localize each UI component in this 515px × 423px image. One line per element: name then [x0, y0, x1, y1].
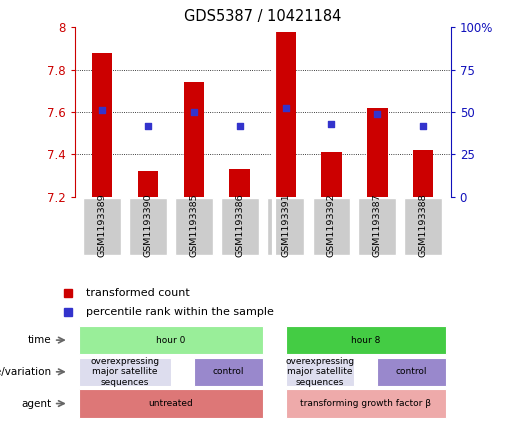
- FancyBboxPatch shape: [286, 357, 354, 386]
- Point: [282, 104, 290, 111]
- Text: transforming growth factor β: transforming growth factor β: [300, 399, 431, 408]
- FancyBboxPatch shape: [194, 357, 263, 386]
- Bar: [92, 53, 112, 197]
- Text: control: control: [213, 367, 244, 376]
- Bar: [183, 82, 204, 197]
- FancyBboxPatch shape: [358, 198, 396, 255]
- Text: percentile rank within the sample: percentile rank within the sample: [85, 307, 273, 317]
- Point: [190, 108, 198, 115]
- FancyBboxPatch shape: [79, 389, 263, 418]
- Text: time: time: [28, 335, 52, 345]
- Point: [144, 123, 152, 129]
- Title: GDS5387 / 10421184: GDS5387 / 10421184: [184, 8, 341, 24]
- Text: overexpressing
major satellite
sequences: overexpressing major satellite sequences: [285, 357, 354, 387]
- Point: [373, 110, 382, 117]
- Text: genotype/variation: genotype/variation: [0, 367, 52, 377]
- FancyBboxPatch shape: [83, 198, 121, 255]
- Bar: [229, 169, 250, 197]
- FancyBboxPatch shape: [221, 198, 259, 255]
- FancyBboxPatch shape: [286, 326, 446, 354]
- FancyBboxPatch shape: [267, 198, 304, 255]
- FancyBboxPatch shape: [377, 357, 446, 386]
- Text: overexpressing
major satellite
sequences: overexpressing major satellite sequences: [91, 357, 160, 387]
- Text: transformed count: transformed count: [85, 288, 190, 298]
- Text: control: control: [396, 367, 427, 376]
- FancyBboxPatch shape: [79, 357, 171, 386]
- Point: [419, 123, 427, 129]
- FancyBboxPatch shape: [129, 198, 167, 255]
- Bar: [138, 171, 158, 197]
- Bar: [413, 150, 434, 197]
- Text: GSM1193386: GSM1193386: [235, 193, 244, 257]
- Text: untreated: untreated: [149, 399, 193, 408]
- Bar: [367, 108, 388, 197]
- FancyBboxPatch shape: [313, 198, 350, 255]
- Text: GSM1193388: GSM1193388: [419, 193, 427, 257]
- Text: hour 0: hour 0: [156, 335, 185, 345]
- Text: agent: agent: [22, 398, 52, 409]
- Text: GSM1193391: GSM1193391: [281, 193, 290, 257]
- FancyBboxPatch shape: [175, 198, 213, 255]
- Point: [328, 121, 336, 127]
- Text: GSM1193389: GSM1193389: [98, 193, 107, 257]
- Text: GSM1193387: GSM1193387: [373, 193, 382, 257]
- Point: [235, 123, 244, 129]
- FancyBboxPatch shape: [286, 389, 446, 418]
- Text: hour 8: hour 8: [351, 335, 381, 345]
- Point: [98, 107, 106, 113]
- Text: GSM1193385: GSM1193385: [190, 193, 198, 257]
- Text: GSM1193392: GSM1193392: [327, 193, 336, 257]
- FancyBboxPatch shape: [79, 326, 263, 354]
- FancyBboxPatch shape: [404, 198, 442, 255]
- Text: GSM1193390: GSM1193390: [144, 193, 152, 257]
- Bar: [321, 152, 342, 197]
- Bar: [275, 32, 296, 197]
